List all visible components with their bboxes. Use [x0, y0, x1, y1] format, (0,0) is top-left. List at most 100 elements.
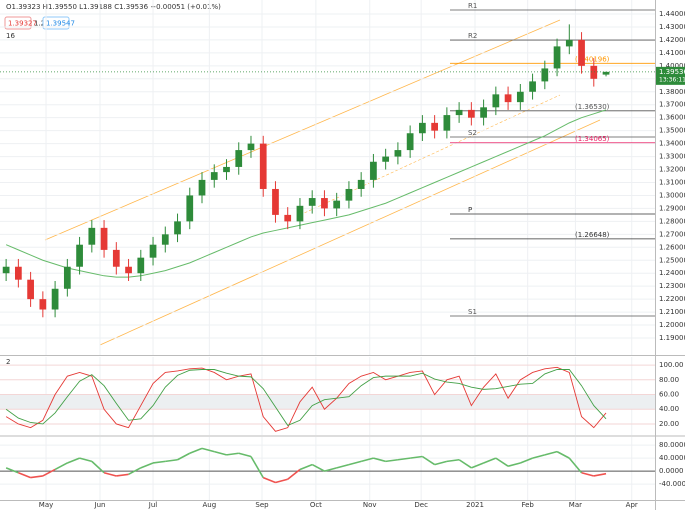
pivot-label: (1.40196): [575, 55, 610, 63]
oscillator-segment: [385, 458, 399, 463]
oscillator-segment: [140, 462, 154, 469]
oscillator-segment: [189, 447, 203, 454]
y-tick-label: 1.27000: [659, 230, 685, 238]
y-tick-label: 1.37000: [659, 101, 685, 109]
candle-body: [419, 122, 426, 134]
y-tick-label: 80.0000: [659, 441, 685, 449]
candle-body: [345, 188, 353, 201]
y-tick-label: 40.00: [659, 405, 679, 413]
oscillator-segment: [336, 463, 350, 469]
oscillator-segment: [250, 456, 264, 478]
oscillator-segment: [360, 457, 374, 463]
oscillator-segment: [275, 478, 288, 484]
pivot-label: S1: [468, 308, 477, 316]
buy-button[interactable]: [42, 16, 70, 30]
stochastic-line: [5, 369, 607, 426]
stochastic-line: [5, 366, 607, 432]
x-tick-label: Jul: [148, 501, 158, 509]
candle-body: [296, 205, 304, 222]
y-tick-label: 1.43000: [659, 23, 685, 31]
oscillator-segment: [458, 459, 472, 469]
oscillator-segment: [152, 460, 166, 464]
y-tick-label: 100.00: [659, 361, 684, 369]
candle-body: [504, 94, 512, 103]
oscillator-segment: [483, 457, 497, 464]
trend-line: [44, 19, 561, 241]
candle-body: [125, 266, 132, 274]
y-tick-label: 1.42000: [659, 36, 685, 44]
candle-body: [272, 188, 279, 215]
oscillator-segment: [116, 473, 129, 477]
candle-body: [27, 279, 34, 300]
candle-body: [112, 249, 120, 267]
candle-body: [516, 91, 524, 103]
oscillator-segment: [103, 471, 117, 477]
candle-body: [235, 150, 243, 167]
y-tick-label: 1.26000: [659, 243, 685, 251]
y-tick-label: 1.35000: [659, 127, 685, 135]
moving-average: [5, 109, 607, 278]
last-price-tag: [656, 66, 685, 85]
oscillator-segment: [495, 457, 509, 467]
candle-body: [284, 214, 292, 222]
y-tick-label: 60.00: [659, 391, 679, 399]
candle-body: [492, 94, 500, 108]
y-tick-label: 1.40000: [659, 62, 685, 70]
candle-body: [76, 244, 83, 267]
y-tick-label: 1.41000: [659, 49, 685, 57]
oscillator-segment: [165, 458, 178, 463]
pivot-label: (1.26648): [575, 231, 610, 239]
candle-body: [308, 198, 316, 206]
candle-body: [394, 150, 402, 157]
candle-body: [137, 257, 145, 274]
oscillator-segment: [373, 457, 386, 463]
y-tick-label: 1.38000: [659, 88, 685, 96]
sell-button[interactable]: [4, 16, 32, 30]
candle-body: [382, 156, 390, 162]
pivot-label: P: [468, 206, 472, 214]
oscillator-segment: [446, 458, 460, 463]
sell-price[interactable]: 1.39327: [8, 20, 37, 28]
y-tick-label: 1.21000: [659, 308, 685, 316]
indicator-label[interactable]: 16: [6, 32, 15, 40]
x-tick-label: Nov: [363, 501, 377, 509]
y-tick-label: 1.32000: [659, 166, 685, 174]
candle-body: [210, 172, 218, 180]
y-tick-label: 1.36000: [659, 114, 685, 122]
candle-body: [63, 266, 71, 289]
candle-body: [39, 299, 47, 310]
oscillator-segment: [5, 467, 19, 474]
candle-body: [259, 143, 267, 189]
oscillator-segment: [532, 454, 546, 459]
y-tick-label: 1.33000: [659, 153, 685, 161]
candle-body: [370, 161, 377, 180]
oscillator-segment: [299, 463, 313, 471]
x-tick-label: Mar: [569, 501, 582, 509]
stochastic-label[interactable]: 2: [6, 358, 10, 366]
spread: 1.2: [34, 20, 45, 28]
oscillator-segment: [238, 452, 252, 458]
oscillator-segment: [410, 455, 423, 459]
oscillator-segment: [507, 462, 521, 468]
pivot-label: (1.36530): [575, 103, 610, 111]
candle-body: [174, 221, 181, 235]
y-tick-label: 0.0000: [659, 467, 684, 475]
oscillator-segment: [556, 450, 570, 459]
y-tick-label: 1.24000: [659, 269, 685, 277]
trend-line: [99, 119, 601, 346]
buy-price[interactable]: 1.39547: [46, 20, 75, 28]
y-tick-label: 1.29000: [659, 204, 685, 212]
y-tick-label: 1.44000: [659, 10, 685, 18]
oscillator-segment: [287, 468, 301, 480]
y-tick-label: 1.23000: [659, 282, 685, 290]
oscillator-segment: [54, 462, 68, 471]
candle-body: [357, 179, 365, 189]
y-tick-label: 20.00: [659, 420, 679, 428]
y-tick-label: 1.20000: [659, 321, 685, 329]
candle-body: [455, 109, 463, 116]
candle-body: [578, 39, 585, 66]
x-tick-label: Oct: [310, 501, 322, 509]
oscillator-segment: [581, 471, 594, 477]
